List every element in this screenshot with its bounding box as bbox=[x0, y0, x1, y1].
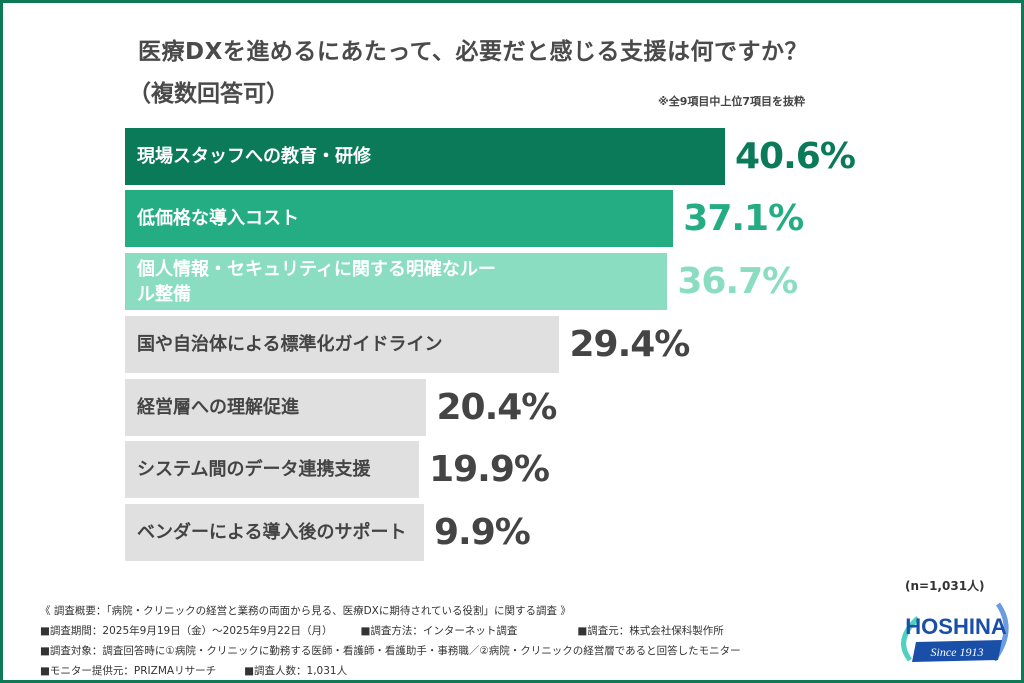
value-label: 36.7% bbox=[677, 261, 798, 302]
survey-details-row4: ■モニター提供元：PRIZMAリサーチ ■調査人数：1,031人 bbox=[40, 663, 375, 678]
bar-label: 低価格な導入コスト bbox=[137, 208, 299, 229]
bar-label: ベンダーによる導入後のサポート bbox=[137, 522, 407, 543]
survey-provider: ■モニター提供元：PRIZMAリサーチ bbox=[40, 665, 217, 677]
bar: 現場スタッフへの教育・研修 bbox=[125, 128, 725, 185]
survey-source: ■調査元：株式会社保科製作所 bbox=[577, 625, 724, 637]
survey-details-row1: ■調査期間：2025年9月19日（金）〜2025年9月22日（月） ■調査方法：イ… bbox=[40, 623, 752, 638]
bar: 個人情報・セキュリティに関する明確なルール整備 bbox=[125, 253, 668, 310]
bar: 国や自治体による標準化ガイドライン bbox=[125, 316, 560, 373]
hoshina-logo: HOSHINA Since 1913 bbox=[901, 602, 1009, 662]
value-label: 37.1% bbox=[683, 198, 804, 239]
survey-method: ■調査方法：インターネット調査 bbox=[360, 625, 518, 637]
svg-text:HOSHINA: HOSHINA bbox=[905, 614, 1007, 639]
bar-label: 個人情報・セキュリティに関する明確なルール整備 bbox=[137, 258, 496, 305]
bar: システム間のデータ連携支援 bbox=[125, 441, 420, 498]
value-label: 9.9% bbox=[434, 512, 531, 553]
survey-target: ■調査対象：調査回答時に①病院・クリニックに勤務する医師・看護師・看護助手・事務… bbox=[40, 645, 741, 657]
bar: 低価格な導入コスト bbox=[125, 190, 674, 247]
value-label: 29.4% bbox=[569, 324, 690, 365]
survey-period: ■調査期間：2025年9月19日（金）〜2025年9月22日（月） bbox=[40, 625, 333, 637]
survey-count: ■調査人数：1,031人 bbox=[244, 665, 348, 677]
svg-text:Since 1913: Since 1913 bbox=[931, 645, 984, 659]
bar-label: システム間のデータ連携支援 bbox=[137, 459, 371, 480]
sample-size: (n=1,031人) bbox=[905, 579, 985, 593]
value-label: 19.9% bbox=[429, 449, 550, 490]
chart-note: ※全9項目中上位7項目を抜粋 bbox=[658, 95, 806, 108]
chart-subtitle: （複数回答可） bbox=[128, 81, 289, 107]
bar-label: 国や自治体による標準化ガイドライン bbox=[137, 334, 443, 355]
value-label: 20.4% bbox=[436, 387, 557, 428]
survey-overview: 《 調査概要：「病院・クリニックの経営と業務の両面から見る、医療DXに期待されて… bbox=[40, 605, 571, 617]
bar: ベンダーによる導入後のサポート bbox=[125, 504, 424, 561]
bar: 経営層への理解促進 bbox=[125, 379, 427, 436]
chart-title: 医療DXを進めるにあたって、必要だと感じる支援は何ですか？ bbox=[138, 39, 809, 65]
bar-label: 経営層への理解促進 bbox=[137, 397, 299, 418]
value-label: 40.6% bbox=[735, 136, 856, 177]
bar-label: 現場スタッフへの教育・研修 bbox=[137, 146, 371, 167]
